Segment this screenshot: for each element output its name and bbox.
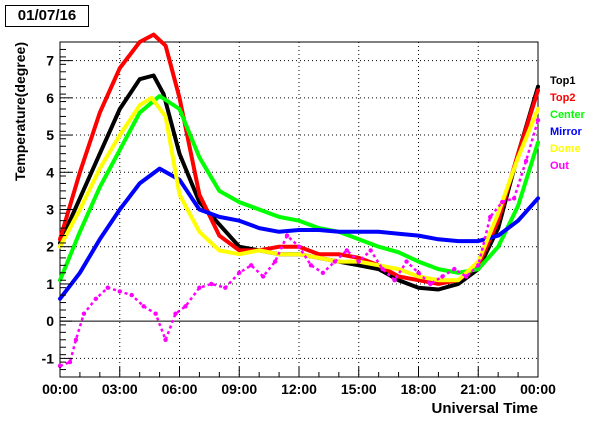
series-line-dome (58, 95, 540, 283)
point-out (129, 292, 134, 298)
point-out (141, 304, 146, 309)
point-out (356, 259, 361, 264)
point-out (476, 263, 481, 268)
point-out (284, 233, 290, 238)
y-tick-label: 5 (46, 127, 54, 143)
point-out (308, 263, 314, 268)
point-out (153, 311, 158, 316)
point-out (173, 311, 178, 316)
point-out (392, 278, 397, 283)
y-tick-label: 6 (46, 90, 54, 106)
legend-entry: Mirror (550, 126, 583, 138)
point-out (260, 274, 266, 279)
point-out (163, 337, 168, 342)
point-out (237, 270, 242, 275)
point-out (209, 281, 214, 287)
x-tick-label: 21:00 (460, 381, 496, 397)
point-out (67, 359, 73, 365)
point-out (249, 263, 254, 268)
point-out (440, 274, 445, 279)
x-tick-label: 06:00 (162, 381, 198, 397)
point-out (416, 270, 421, 275)
x-tick-label: 18:00 (401, 381, 437, 397)
point-out (523, 158, 529, 164)
legend-entry: Top1 (550, 75, 575, 87)
x-tick-label: 00:00 (520, 381, 556, 397)
y-axis-title: Temperature(degree) (12, 42, 28, 181)
point-out (105, 285, 111, 290)
point-out (57, 363, 63, 369)
legend-entry: Out (550, 160, 569, 172)
x-axis-title: Universal Time (432, 400, 538, 417)
y-tick-label: 7 (46, 53, 54, 69)
point-out (488, 214, 493, 220)
point-out (404, 259, 409, 264)
y-tick-label: 3 (46, 202, 54, 218)
point-out (197, 285, 202, 290)
point-out (344, 248, 349, 253)
y-tick-label: -1 (42, 350, 55, 366)
point-out (535, 117, 541, 123)
point-out (452, 266, 457, 272)
legend-entry: Dome (550, 143, 581, 155)
point-out (511, 196, 517, 201)
y-tick-label: 0 (46, 313, 54, 329)
legend-entry: Top2 (550, 92, 575, 104)
legend-entry: Center (550, 109, 586, 121)
x-tick-label: 09:00 (221, 381, 257, 397)
point-out (272, 259, 278, 264)
x-tick-label: 03:00 (102, 381, 138, 397)
axis-layer: 00:00 03:00 06:00 09:00 12:00 15:00 18:00 21:00… (12, 41, 556, 417)
point-out (464, 274, 469, 279)
point-out (73, 337, 79, 342)
x-tick-label: 15:00 (341, 381, 377, 397)
x-tick-label: 00:00 (42, 381, 78, 397)
series-line-mirror (58, 166, 540, 301)
series-layer (57, 32, 541, 369)
grid-layer (60, 42, 538, 377)
y-tick-label: 1 (46, 276, 54, 292)
point-out (183, 304, 188, 309)
point-out (332, 259, 338, 264)
point-out (428, 281, 433, 287)
point-out (499, 199, 505, 205)
point-out (320, 270, 326, 275)
point-out (296, 244, 302, 249)
date-label: 01/07/16 (5, 5, 89, 27)
x-tick-label: 12:00 (281, 381, 317, 397)
point-out (380, 266, 385, 272)
point-out (223, 285, 228, 290)
y-tick-label: 4 (46, 164, 54, 180)
point-out (81, 311, 87, 316)
point-out (93, 296, 99, 302)
y-tick-label: 2 (46, 239, 54, 255)
point-out (117, 289, 122, 294)
point-out (368, 248, 373, 253)
legend-layer: Top1 Top2 Center Mirror Dome Out (550, 75, 586, 172)
